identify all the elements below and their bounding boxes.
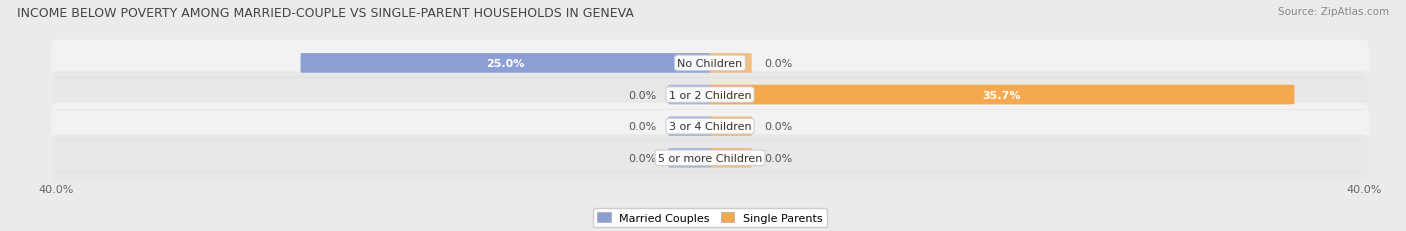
Text: 0.0%: 0.0% [763,153,792,163]
FancyBboxPatch shape [52,103,1368,150]
Text: Source: ZipAtlas.com: Source: ZipAtlas.com [1278,7,1389,17]
FancyBboxPatch shape [709,54,752,73]
FancyBboxPatch shape [301,54,711,73]
Legend: Married Couples, Single Parents: Married Couples, Single Parents [593,208,827,227]
FancyBboxPatch shape [668,117,711,136]
Text: 1 or 2 Children: 1 or 2 Children [669,90,751,100]
FancyBboxPatch shape [52,135,1368,181]
Text: 0.0%: 0.0% [628,122,657,132]
FancyBboxPatch shape [668,85,711,105]
Text: 0.0%: 0.0% [628,153,657,163]
FancyBboxPatch shape [709,85,1295,105]
Text: No Children: No Children [678,59,742,69]
FancyBboxPatch shape [709,148,752,168]
Text: INCOME BELOW POVERTY AMONG MARRIED-COUPLE VS SINGLE-PARENT HOUSEHOLDS IN GENEVA: INCOME BELOW POVERTY AMONG MARRIED-COUPL… [17,7,634,20]
Text: 3 or 4 Children: 3 or 4 Children [669,122,751,132]
FancyBboxPatch shape [668,148,711,168]
Text: 0.0%: 0.0% [763,59,792,69]
Text: 35.7%: 35.7% [983,90,1021,100]
Text: 25.0%: 25.0% [486,59,524,69]
Text: 5 or more Children: 5 or more Children [658,153,762,163]
FancyBboxPatch shape [52,40,1368,87]
FancyBboxPatch shape [709,117,752,136]
Text: 0.0%: 0.0% [628,90,657,100]
Text: 0.0%: 0.0% [763,122,792,132]
FancyBboxPatch shape [52,72,1368,119]
